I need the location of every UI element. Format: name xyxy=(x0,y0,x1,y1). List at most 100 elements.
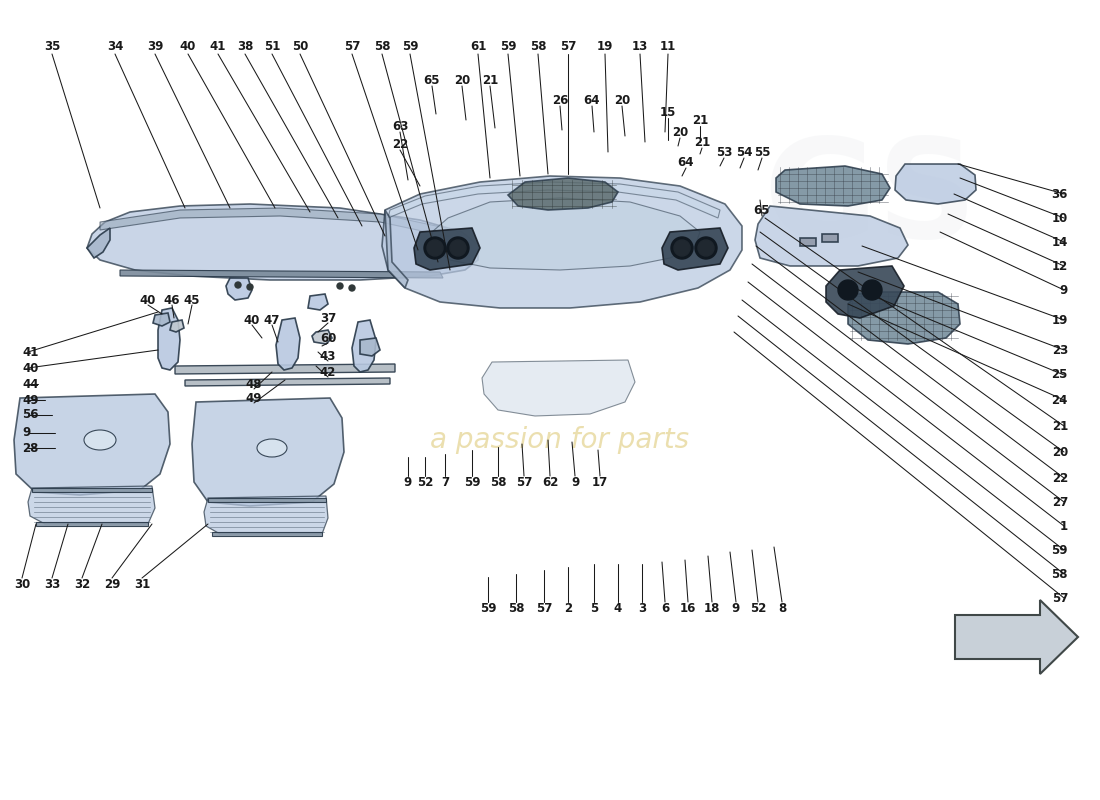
Text: 62: 62 xyxy=(542,475,558,489)
Text: 43: 43 xyxy=(320,350,337,362)
Text: a passion for parts: a passion for parts xyxy=(430,426,690,454)
Text: 21: 21 xyxy=(482,74,498,86)
Text: 1: 1 xyxy=(1060,519,1068,533)
Polygon shape xyxy=(755,206,907,266)
Text: 65: 65 xyxy=(754,203,770,217)
Ellipse shape xyxy=(257,439,287,457)
Circle shape xyxy=(447,237,469,259)
Text: 11: 11 xyxy=(660,39,676,53)
Polygon shape xyxy=(170,320,184,332)
Circle shape xyxy=(349,285,355,291)
Text: 9: 9 xyxy=(732,602,740,614)
Text: 45: 45 xyxy=(184,294,200,306)
Polygon shape xyxy=(192,398,344,506)
Circle shape xyxy=(862,280,882,300)
Text: 22: 22 xyxy=(1052,471,1068,485)
Polygon shape xyxy=(482,360,635,416)
Polygon shape xyxy=(120,270,443,278)
Polygon shape xyxy=(848,292,960,344)
Text: 57: 57 xyxy=(536,602,552,614)
Text: 58: 58 xyxy=(374,39,390,53)
Text: 34: 34 xyxy=(107,39,123,53)
Text: 40: 40 xyxy=(140,294,156,306)
Polygon shape xyxy=(14,394,170,495)
Text: 9: 9 xyxy=(404,475,412,489)
Text: 24: 24 xyxy=(1052,394,1068,406)
Text: 46: 46 xyxy=(164,294,180,306)
Text: 59: 59 xyxy=(499,39,516,53)
Text: 21: 21 xyxy=(694,135,711,149)
Text: 20: 20 xyxy=(672,126,689,138)
Text: 10: 10 xyxy=(1052,211,1068,225)
Polygon shape xyxy=(212,532,322,536)
Text: 29: 29 xyxy=(103,578,120,590)
Polygon shape xyxy=(158,308,180,370)
Text: 61: 61 xyxy=(470,39,486,53)
Text: 15: 15 xyxy=(660,106,676,118)
Text: 26: 26 xyxy=(552,94,569,106)
Polygon shape xyxy=(895,164,976,204)
Polygon shape xyxy=(28,486,155,524)
Text: 31: 31 xyxy=(134,578,150,590)
Text: 7: 7 xyxy=(441,475,449,489)
Polygon shape xyxy=(32,488,152,492)
Text: 17: 17 xyxy=(592,475,608,489)
Circle shape xyxy=(671,237,693,259)
Text: 47: 47 xyxy=(264,314,280,326)
Text: 59: 59 xyxy=(480,602,496,614)
Text: 40: 40 xyxy=(179,39,196,53)
Polygon shape xyxy=(432,198,700,270)
Text: 9: 9 xyxy=(1059,283,1068,297)
Circle shape xyxy=(427,240,443,256)
Text: 56: 56 xyxy=(22,409,38,422)
Text: 37: 37 xyxy=(320,311,337,325)
Polygon shape xyxy=(204,496,328,534)
Text: 40: 40 xyxy=(22,362,38,374)
Circle shape xyxy=(424,237,446,259)
Text: 54: 54 xyxy=(736,146,752,158)
Text: 6: 6 xyxy=(661,602,669,614)
Text: 49: 49 xyxy=(22,394,38,406)
Text: 9: 9 xyxy=(22,426,31,439)
Text: 9: 9 xyxy=(571,475,579,489)
Polygon shape xyxy=(360,338,379,356)
Polygon shape xyxy=(153,313,170,326)
Text: 41: 41 xyxy=(210,39,227,53)
Circle shape xyxy=(450,240,466,256)
Text: 28: 28 xyxy=(22,442,38,454)
Polygon shape xyxy=(955,600,1078,674)
Text: 58: 58 xyxy=(1052,567,1068,581)
Circle shape xyxy=(674,240,690,256)
Polygon shape xyxy=(385,210,408,288)
Text: 4: 4 xyxy=(614,602,623,614)
Text: 3: 3 xyxy=(638,602,646,614)
Text: 64: 64 xyxy=(678,155,694,169)
Text: 27: 27 xyxy=(1052,495,1068,509)
Polygon shape xyxy=(662,228,728,270)
Text: 35: 35 xyxy=(44,39,60,53)
Text: 55: 55 xyxy=(754,146,770,158)
Text: 58: 58 xyxy=(530,39,547,53)
Text: 33: 33 xyxy=(44,578,60,590)
Polygon shape xyxy=(308,294,328,310)
Polygon shape xyxy=(175,364,395,374)
Text: 52: 52 xyxy=(417,475,433,489)
Text: GS: GS xyxy=(763,133,977,267)
Text: 57: 57 xyxy=(560,39,576,53)
Polygon shape xyxy=(208,498,326,502)
Text: 30: 30 xyxy=(14,578,30,590)
Text: 12: 12 xyxy=(1052,259,1068,273)
Text: 5: 5 xyxy=(590,602,598,614)
Text: 57: 57 xyxy=(344,39,360,53)
Polygon shape xyxy=(414,228,480,270)
Polygon shape xyxy=(822,234,838,242)
Text: 49: 49 xyxy=(245,391,262,405)
Text: 41: 41 xyxy=(22,346,38,358)
Text: 44: 44 xyxy=(22,378,38,390)
Polygon shape xyxy=(87,204,478,280)
Text: 20: 20 xyxy=(614,94,630,106)
Text: 60: 60 xyxy=(320,331,337,345)
Circle shape xyxy=(248,284,253,290)
Text: 50: 50 xyxy=(292,39,308,53)
Text: 20: 20 xyxy=(1052,446,1068,458)
